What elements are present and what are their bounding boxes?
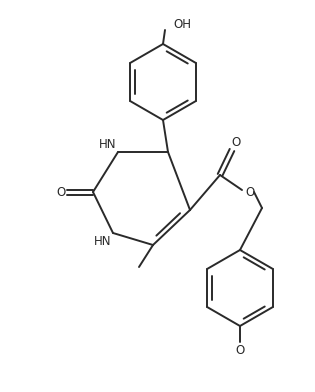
Text: OH: OH	[173, 18, 191, 31]
Text: O: O	[235, 343, 245, 356]
Text: O: O	[245, 185, 255, 198]
Text: O: O	[232, 136, 241, 149]
Text: O: O	[56, 185, 66, 198]
Text: HN: HN	[99, 138, 116, 151]
Text: HN: HN	[94, 234, 111, 247]
